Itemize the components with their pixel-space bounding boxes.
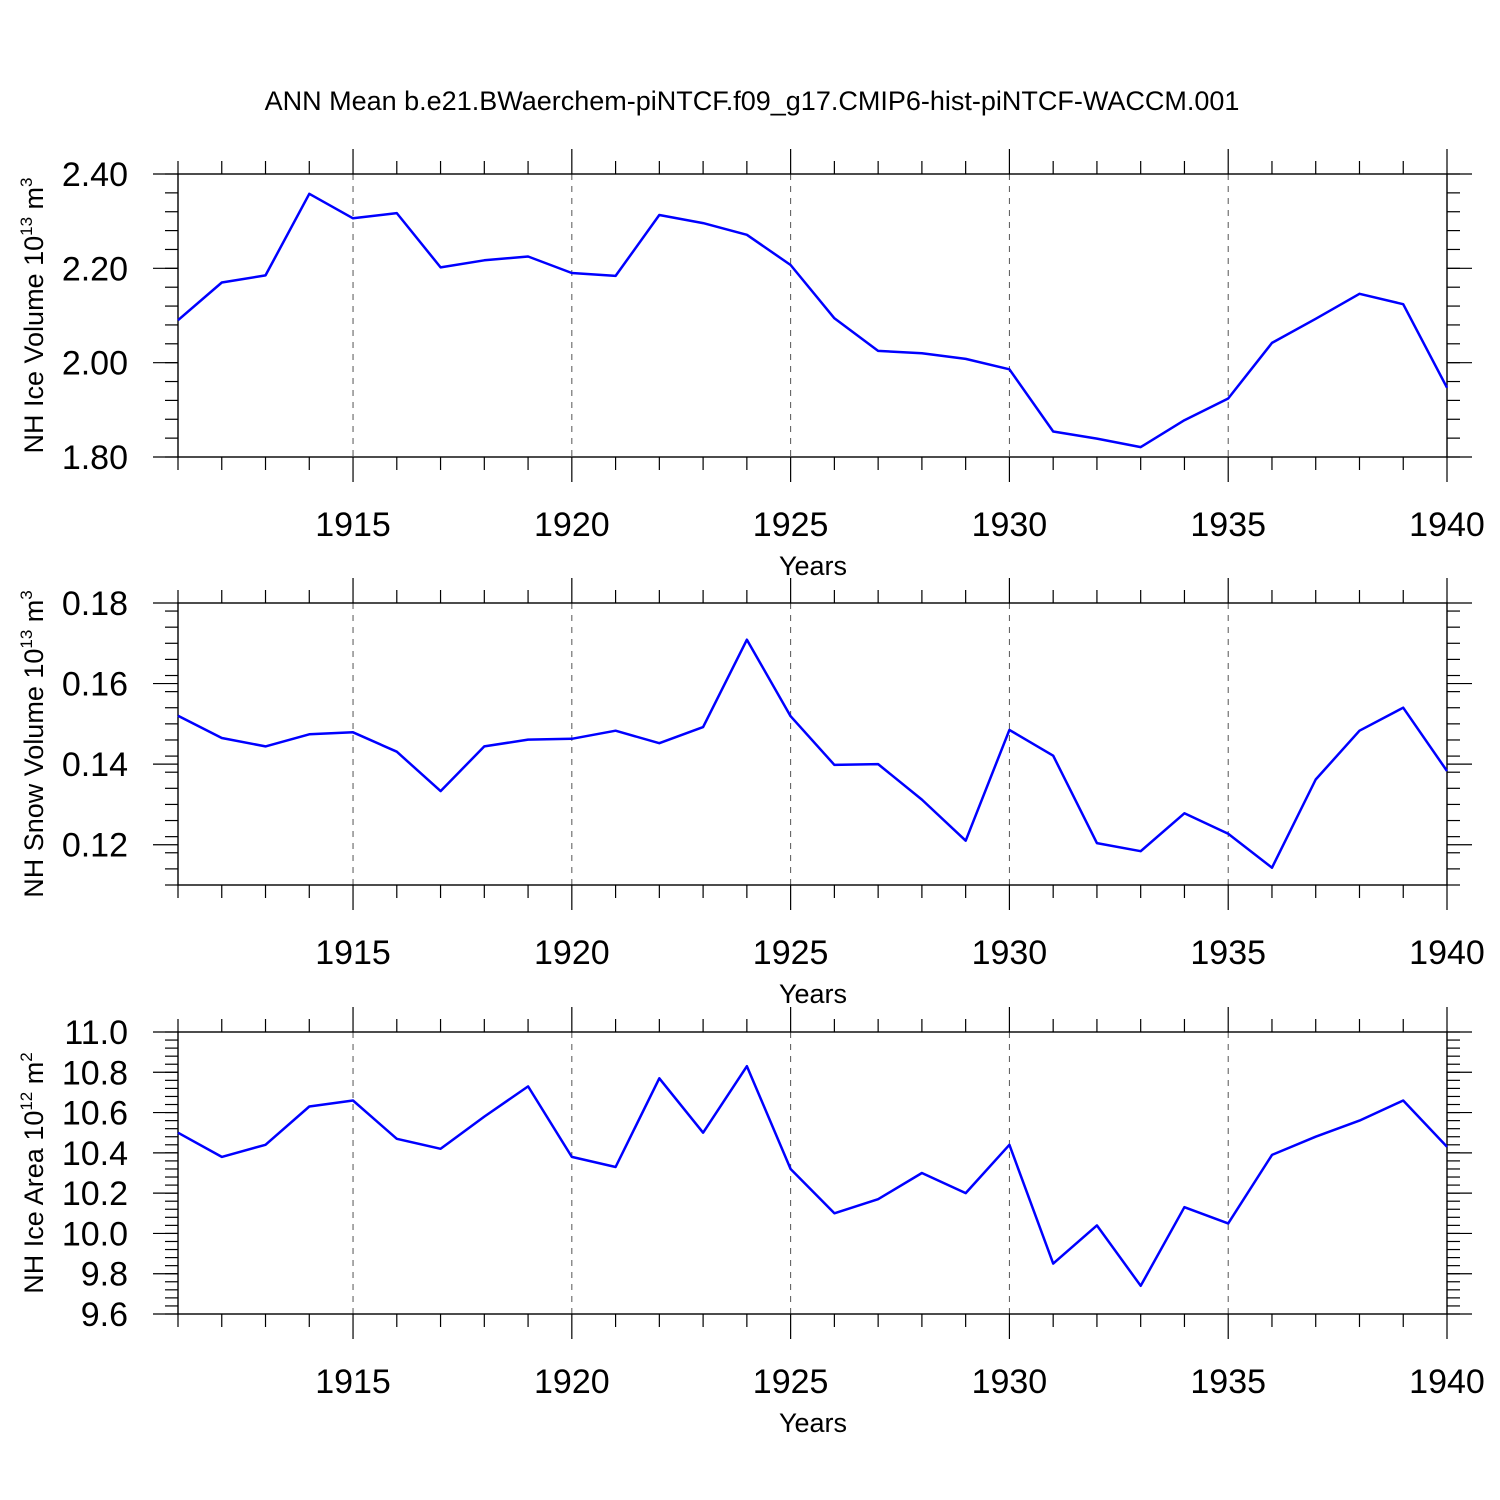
y-axis-title: NH Ice Volume 1013 m3 xyxy=(17,178,49,454)
y-tick-label: 10.4 xyxy=(62,1135,128,1173)
y-tick-label: 10.0 xyxy=(62,1215,128,1253)
y-axis-title: NH Snow Volume 1013 m3 xyxy=(17,590,49,898)
x-tick-label: 1925 xyxy=(753,934,829,972)
y-tick-label: 0.12 xyxy=(62,827,128,865)
chart-panel-2: 0.12 0.14 0.16 0.18 1915 1920 1925 1930 1935 1940… xyxy=(17,578,1485,1009)
x-tick-label: 1930 xyxy=(972,934,1048,972)
series-line xyxy=(177,1064,1448,1288)
y-tick-label: 2.20 xyxy=(62,250,128,288)
y-tick-label: 0.14 xyxy=(62,746,128,784)
y-tick-label: 1.80 xyxy=(62,439,128,477)
x-tick-label: 1915 xyxy=(315,934,391,972)
x-tick-label: 1930 xyxy=(972,506,1048,544)
x-tick-label: 1935 xyxy=(1190,934,1266,972)
y-tick-label: 9.6 xyxy=(81,1296,128,1334)
y-tick-label: 0.18 xyxy=(62,585,128,623)
x-tick-label: 1915 xyxy=(315,1363,391,1401)
plot-frame xyxy=(177,173,1448,458)
y-tick-label: 0.16 xyxy=(62,666,128,704)
y-tick-label: 9.8 xyxy=(81,1256,128,1294)
y-tick-label: 2.00 xyxy=(62,345,128,383)
y-tick-label: 10.6 xyxy=(62,1095,128,1133)
series-line xyxy=(177,192,1449,449)
x-tick-label: 1925 xyxy=(753,506,829,544)
x-tick-label: 1940 xyxy=(1409,1363,1485,1401)
plot-frame xyxy=(177,602,1448,886)
chart-panel-1: 1.80 2.00 2.20 2.40 1915 1920 1925 1930 1935 1940… xyxy=(17,149,1485,581)
chart-panels: 1.80 2.00 2.20 2.40 1915 1920 1925 1930 1935 1940… xyxy=(17,149,1485,1438)
x-axis-title: Years xyxy=(779,551,847,581)
x-tick-label: 1940 xyxy=(1409,934,1485,972)
x-axis-title: Years xyxy=(779,1408,847,1438)
chart-title: ANN Mean b.e21.BWaerchem-piNTCF.f09_g17.… xyxy=(265,86,1240,116)
x-tick-label: 1920 xyxy=(534,934,610,972)
x-tick-label: 1930 xyxy=(972,1363,1048,1401)
x-tick-label: 1920 xyxy=(534,506,610,544)
x-axis-title: Years xyxy=(779,979,847,1009)
plot-frame xyxy=(177,1031,1448,1315)
y-tick-label: 10.2 xyxy=(62,1175,128,1213)
y-axis-title: NH Ice Area 1012 m2 xyxy=(17,1052,49,1293)
y-tick-label: 2.40 xyxy=(62,156,128,194)
x-tick-label: 1940 xyxy=(1409,506,1485,544)
x-tick-label: 1920 xyxy=(534,1363,610,1401)
series-line xyxy=(177,638,1449,869)
x-tick-label: 1935 xyxy=(1190,1363,1266,1401)
chart-panel-3: 9.69.810.010.210.410.610.811.0 1915 1920 19… xyxy=(17,1007,1485,1438)
y-tick-label: 10.8 xyxy=(62,1054,128,1092)
y-tick-label: 11.0 xyxy=(64,1014,128,1052)
x-tick-label: 1915 xyxy=(315,506,391,544)
x-tick-label: 1935 xyxy=(1190,506,1266,544)
x-tick-label: 1925 xyxy=(753,1363,829,1401)
